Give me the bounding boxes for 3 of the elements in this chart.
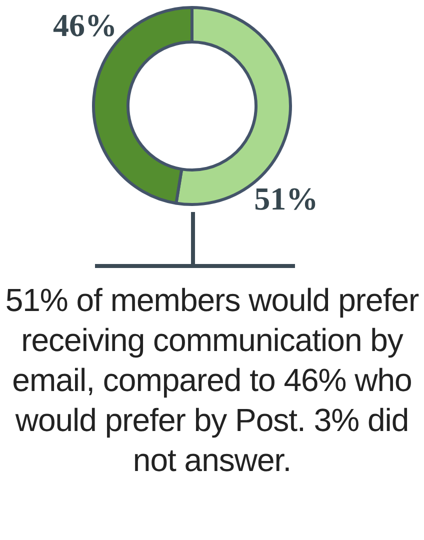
data-label: 51% (254, 180, 318, 216)
data-label: 46% (53, 6, 117, 43)
text: 51% of members would prefer receiving communication by email, compared to 46% who would prefer by Post. 3% did not answer. (4, 281, 420, 480)
